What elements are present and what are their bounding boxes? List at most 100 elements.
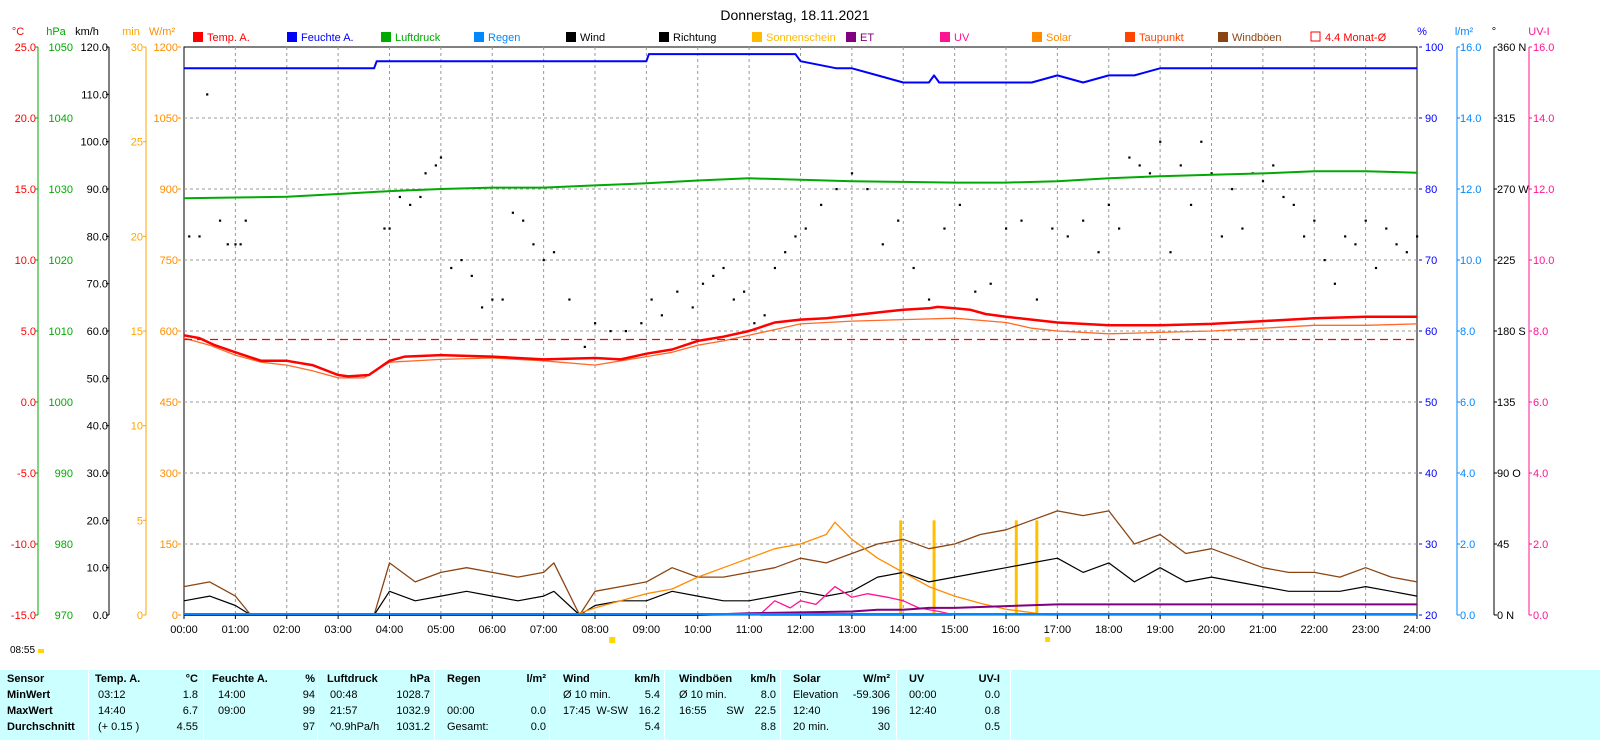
axis-tick-temp-2: 15.0 xyxy=(15,184,36,196)
stats-temp-time: (+ 0.15 ) xyxy=(98,721,140,733)
chart-title: Donnerstag, 18.11.2021 xyxy=(720,7,869,23)
direction-point xyxy=(439,156,443,159)
series-line-uv xyxy=(184,585,1417,616)
axes: °C 25.0 20.0 15.0 10.0 5.0 0.0 -5.0 -10.0 -15.0 hP… xyxy=(11,26,1555,622)
axis-tick-humidity-7: 30 xyxy=(1425,539,1437,551)
stats-gust-direction: SW xyxy=(726,705,744,717)
stats-separator xyxy=(780,670,781,740)
direction-point xyxy=(753,322,756,325)
x-tick-2: 02:00 xyxy=(273,624,301,636)
series-line-feuchte-a- xyxy=(184,53,1417,84)
direction-point xyxy=(594,322,597,325)
direction-point xyxy=(206,93,209,96)
axis-tick-solar-8: 0 xyxy=(172,610,178,622)
x-tick-24: 24:00 xyxy=(1403,624,1431,636)
current-time-marker xyxy=(38,649,45,653)
stats-rain-time: Gesamt: xyxy=(447,721,489,733)
stats-table: Sensor Temp. A. °C Feuchte A.% Luftdruck hPa R… xyxy=(0,670,1600,740)
legend-swatch-2 xyxy=(381,32,391,42)
axis-tick-humidity-0: 100 xyxy=(1425,42,1443,54)
axis-unit-sunshine: min xyxy=(122,26,140,38)
legend-swatch-0 xyxy=(193,32,203,42)
stats-uv-time: 00:00 xyxy=(909,689,937,701)
stats-temp-value: 1.8 xyxy=(182,689,198,701)
direction-point xyxy=(881,243,884,246)
direction-point xyxy=(1200,140,1203,143)
axis-tick-sunshine-1: 25 xyxy=(131,137,143,149)
axis-tick-direction-1: 315 xyxy=(1497,113,1515,125)
stats-press-value: 1028.7 xyxy=(396,689,430,701)
axis-unit-humidity: % xyxy=(1417,26,1427,38)
direction-point xyxy=(226,243,229,246)
axis-tick-humidity-6: 40 xyxy=(1425,468,1437,480)
legend-label-9: Solar xyxy=(1046,32,1072,44)
legend-label-2: Luftdruck xyxy=(395,32,441,44)
direction-point xyxy=(552,251,556,254)
axis-tick-rain-5: 6.0 xyxy=(1460,397,1475,409)
direction-point xyxy=(927,298,931,301)
stats-press-time: ^0.9hPa/h xyxy=(330,721,380,733)
direction-point xyxy=(1323,259,1326,262)
direction-point xyxy=(491,298,494,301)
axis-tick-humidity-4: 60 xyxy=(1425,326,1437,338)
axis-tick-sunshine-6: 0 xyxy=(137,610,143,622)
stats-temp-value: 4.55 xyxy=(176,721,198,733)
axis-tick-temp-6: -5.0 xyxy=(17,468,36,480)
stats-press-time: 00:48 xyxy=(330,689,358,701)
axis-tick-pressure-0: 1050 xyxy=(49,42,73,54)
stats-press-value: 1031.2 xyxy=(396,721,430,733)
axis-tick-temp-7: -10.0 xyxy=(11,539,36,551)
direction-point xyxy=(1179,164,1182,167)
legend-label-12: 4.4 Monat-Ø xyxy=(1325,32,1387,44)
axis-tick-rain-6: 4.0 xyxy=(1460,468,1475,480)
direction-point xyxy=(198,235,201,238)
stats-gust-value: 8.8 xyxy=(760,721,776,733)
axis-tick-uv-4: 8.0 xyxy=(1533,326,1548,338)
axis-tick-pressure-8: 970 xyxy=(55,610,73,622)
x-tick-12: 12:00 xyxy=(787,624,815,636)
legend-swatch-5 xyxy=(659,32,669,42)
stats-wind-value: 16.2 xyxy=(638,705,660,717)
direction-point xyxy=(1097,251,1100,254)
direction-point xyxy=(1405,251,1408,254)
stats-row-label: MinWert xyxy=(7,689,51,701)
direction-point xyxy=(1416,235,1419,238)
axis-tick-wind-8: 40.0 xyxy=(87,421,108,433)
axis-tick-solar-7: 150 xyxy=(160,539,178,551)
direction-point xyxy=(660,314,663,317)
direction-point xyxy=(1148,172,1152,175)
axis-tick-temp-4: 5.0 xyxy=(21,326,36,338)
x-tick-10: 10:00 xyxy=(684,624,712,636)
direction-point xyxy=(676,290,679,293)
axis-tick-direction-5: 135 xyxy=(1497,397,1515,409)
axis-tick-wind-6: 60.0 xyxy=(87,326,108,338)
direction-point xyxy=(722,266,725,270)
legend-swatch-3 xyxy=(474,32,484,42)
direction-point xyxy=(712,274,715,277)
axis-tick-pressure-1: 1040 xyxy=(49,113,73,125)
axis-tick-humidity-5: 50 xyxy=(1425,397,1437,409)
axis-tick-wind-3: 90.0 xyxy=(87,184,108,196)
axis-tick-direction-6: 90 O xyxy=(1497,468,1521,480)
direction-point xyxy=(1051,227,1054,230)
axis-tick-rain-3: 10.0 xyxy=(1460,255,1481,267)
direction-point xyxy=(989,282,992,285)
legend-label-0: Temp. A. xyxy=(207,32,250,44)
stats-header-uv-unit: UV-I xyxy=(978,673,1000,685)
x-tick-22: 22:00 xyxy=(1300,624,1328,636)
chart-marks xyxy=(183,53,1419,616)
direction-point xyxy=(1385,227,1388,230)
direction-point xyxy=(1302,235,1306,238)
legend: Temp. A. Feuchte A. Luftdruck Regen Wind Rich… xyxy=(193,31,1387,44)
direction-point xyxy=(1169,251,1172,254)
stats-gust-time: Ø 10 min. xyxy=(679,689,727,701)
legend-label-3: Regen xyxy=(488,32,520,44)
legend-swatch-monthly-avg xyxy=(1310,31,1321,42)
direction-point xyxy=(897,219,900,222)
stats-header-hum: Feuchte A. xyxy=(212,673,268,685)
x-tick-19: 19:00 xyxy=(1146,624,1174,636)
sunshine-bar xyxy=(932,520,936,615)
axis-tick-sunshine-4: 10 xyxy=(131,421,143,433)
axis-unit-temp: °C xyxy=(12,26,24,38)
stats-uv-value: 0.0 xyxy=(984,689,1000,701)
